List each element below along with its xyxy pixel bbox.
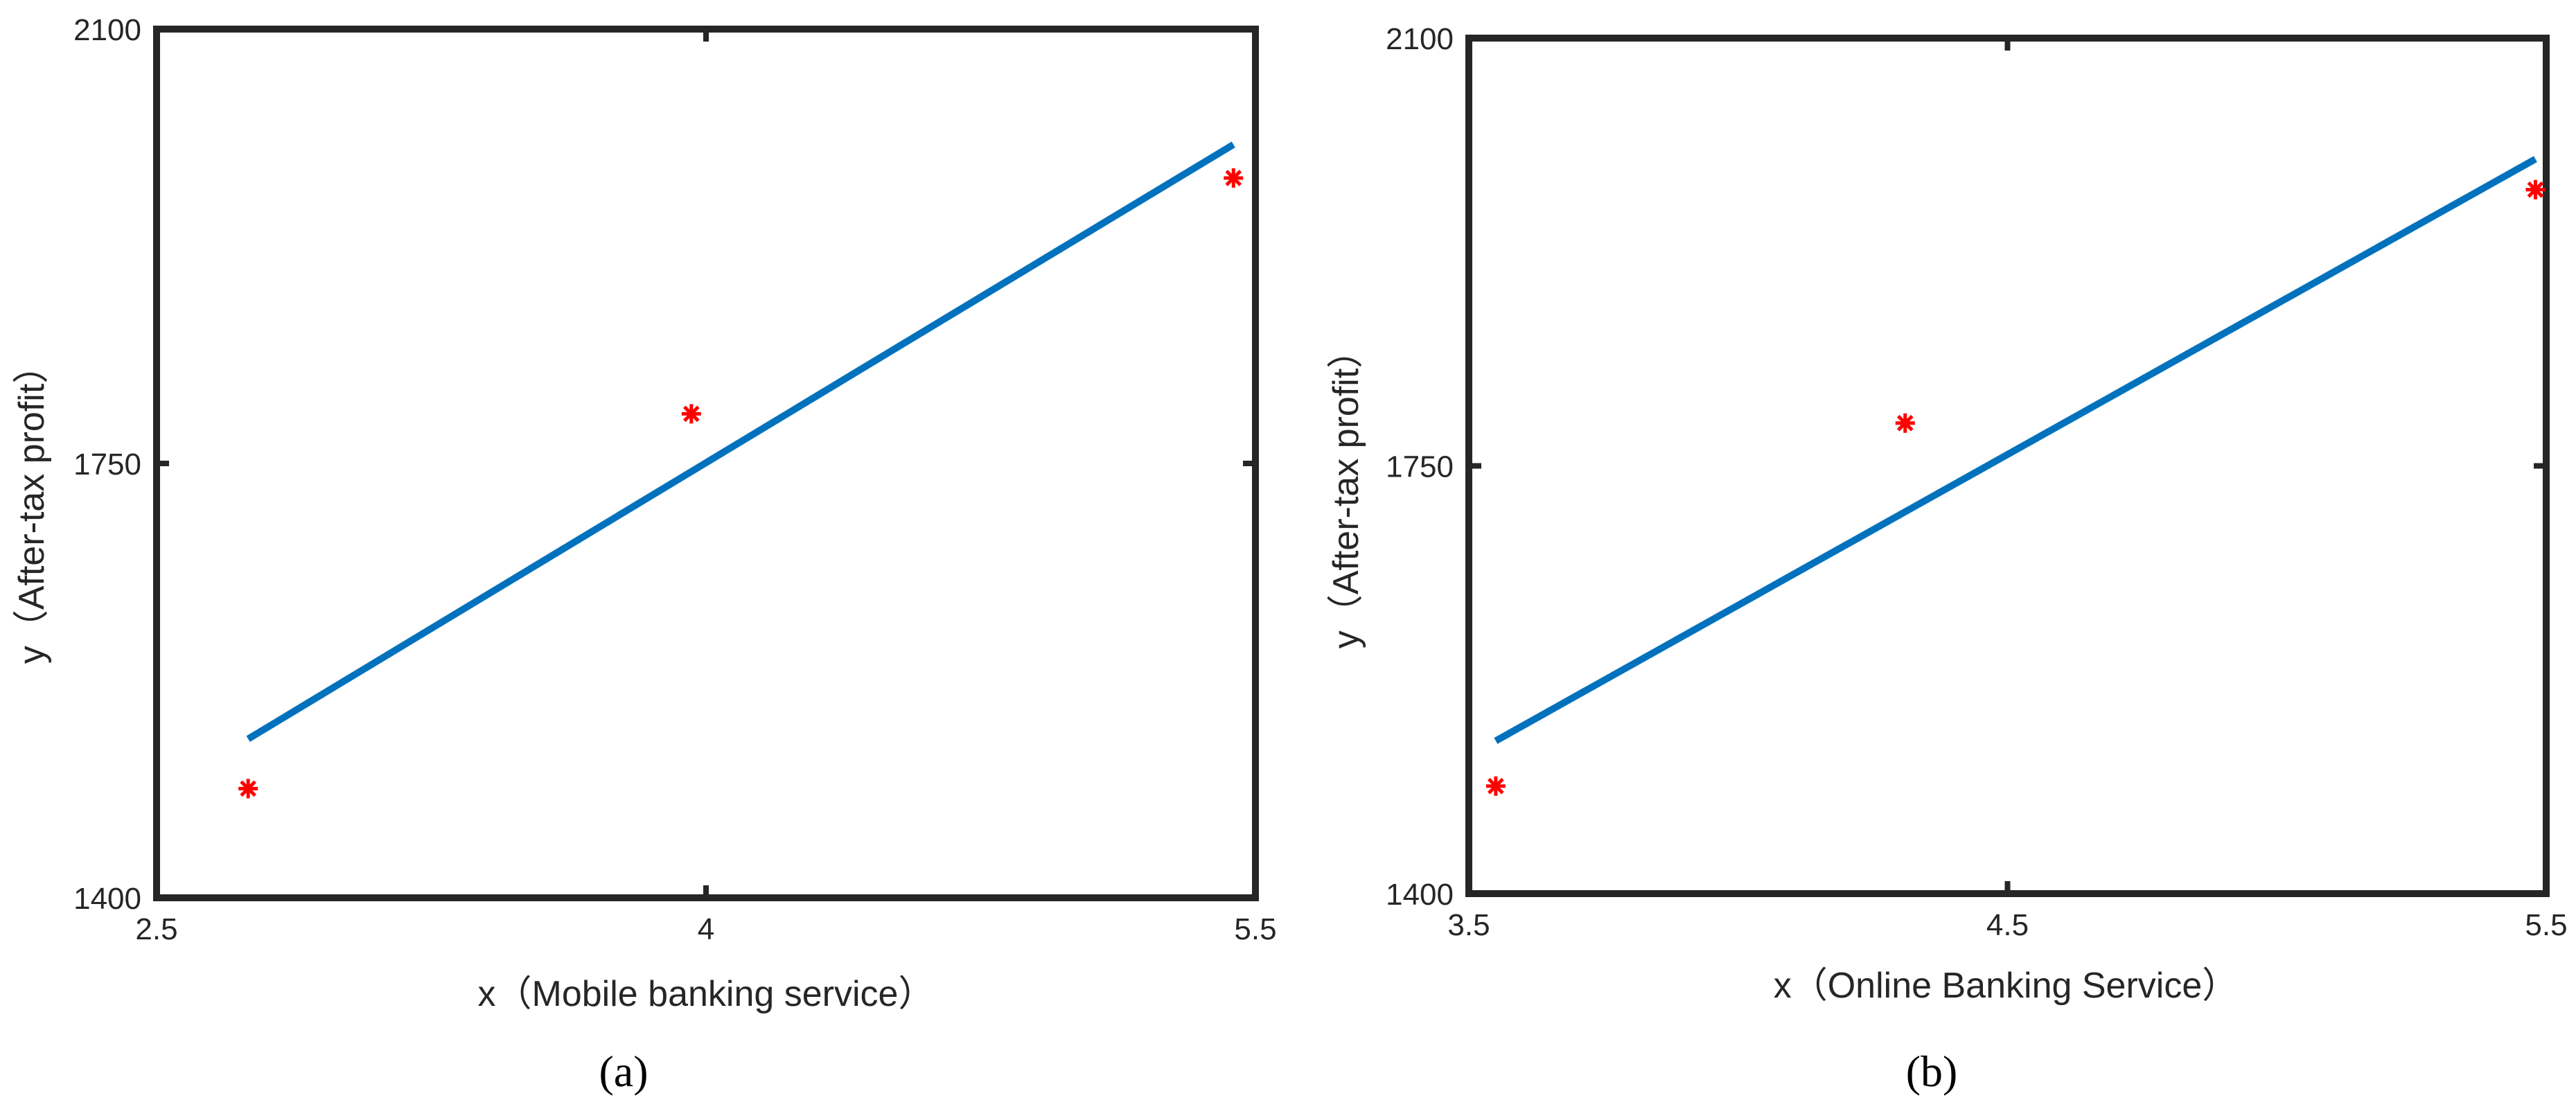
data-point bbox=[2525, 179, 2546, 200]
x-axis-label: x（Online Banking Service） bbox=[1774, 966, 2239, 1006]
y-tick-label: 1400 bbox=[73, 882, 141, 916]
x-tick-label: 3.5 bbox=[1447, 908, 1490, 942]
y-tick-label: 1400 bbox=[1386, 878, 1454, 912]
chart-panel-a: x（Mobile banking service） y（After-tax pr… bbox=[12, 13, 1277, 1096]
chart-panel-b: x（Online Banking Service） y（After-tax pr… bbox=[1326, 22, 2568, 1096]
x-tick-label: 5.5 bbox=[1234, 912, 1276, 946]
data-point bbox=[1224, 168, 1244, 188]
x-tick-label: 5.5 bbox=[2525, 908, 2567, 942]
y-axis-label: y（After-tax profit） bbox=[12, 348, 52, 664]
regression-line bbox=[1494, 156, 2537, 744]
x-tick-label: 4 bbox=[698, 912, 714, 946]
x-tick-label: 2.5 bbox=[135, 912, 177, 946]
panel-caption: (b) bbox=[1906, 1047, 1958, 1096]
y-axis-label: y（After-tax profit） bbox=[1326, 333, 1366, 649]
data-point bbox=[1895, 413, 1915, 433]
x-tick-label: 4.5 bbox=[1986, 908, 2029, 942]
panel-caption: (a) bbox=[599, 1047, 648, 1096]
y-tick-label: 2100 bbox=[1386, 22, 1454, 56]
plot-frame bbox=[1465, 35, 2550, 897]
data-point bbox=[1485, 776, 1506, 796]
data-point bbox=[238, 779, 258, 799]
y-tick-label: 1750 bbox=[73, 448, 141, 481]
y-tick-label: 2100 bbox=[73, 13, 141, 47]
y-tick-label: 1750 bbox=[1386, 450, 1454, 484]
x-axis-label: x（Mobile banking service） bbox=[478, 974, 935, 1014]
regression-line bbox=[246, 141, 1235, 742]
data-point bbox=[681, 404, 701, 424]
